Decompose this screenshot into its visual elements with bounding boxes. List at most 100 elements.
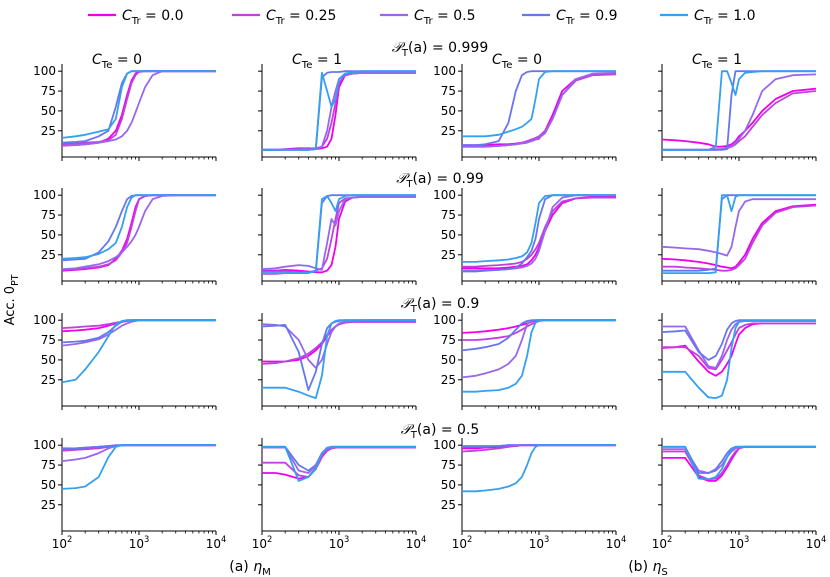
subplot: 102 103 104 (652, 438, 827, 551)
series-line (462, 444, 616, 493)
y-axis-label: Acc. 0PT (3, 274, 21, 325)
subplot (658, 64, 817, 161)
series-line (61, 70, 216, 144)
y-tick-label: 50 (441, 353, 456, 367)
subplot: 25 50 75 100 102 103 104 (433, 438, 626, 551)
series-line (661, 198, 816, 257)
y-tick-label: 50 (41, 478, 56, 492)
series-line (261, 195, 416, 271)
series-line (462, 319, 616, 393)
y-tick-label: 100 (33, 64, 56, 78)
y-tick-label: 75 (41, 333, 56, 347)
series-line (61, 319, 216, 344)
y-tick-label: 50 (441, 478, 456, 492)
series-line (262, 195, 416, 274)
y-tick-label: 50 (441, 228, 456, 242)
y-tick-label: 100 (33, 188, 56, 202)
y-tick-label: 25 (441, 248, 456, 262)
subplot: 25 50 75 100 102 103 104 (33, 438, 226, 551)
series-line (61, 194, 216, 260)
series-line (262, 319, 416, 399)
y-tick-label: 25 (41, 124, 56, 138)
series-line (261, 319, 416, 391)
legend-entry: CTr = 0.0 (122, 8, 184, 27)
series-line (261, 320, 416, 365)
legend-entry: CTr = 0.5 (414, 8, 476, 27)
series-line (462, 71, 617, 148)
y-tick-label: 25 (41, 498, 56, 512)
legend-entry: CTr = 0.25 (266, 8, 336, 27)
subplot: 25 50 75 100 (33, 188, 217, 285)
x-tick-label: 103 (329, 534, 350, 551)
series-line (662, 322, 816, 371)
y-tick-label: 25 (41, 248, 56, 262)
x-tick-label: 103 (129, 534, 150, 551)
row-title: 𝒫T(a) = 0.5 (401, 422, 480, 441)
y-tick-label: 50 (441, 104, 456, 118)
series-line (262, 445, 416, 482)
y-tick-label: 75 (441, 84, 456, 98)
series-line (262, 194, 416, 274)
y-tick-label: 25 (441, 373, 456, 387)
x-tick-label: 104 (406, 534, 427, 551)
series-line (262, 70, 416, 151)
series-line (662, 445, 816, 481)
y-tick-label: 50 (41, 353, 56, 367)
subplot: 25 50 75 100 (433, 313, 617, 410)
x-tick-label: 104 (806, 534, 827, 551)
y-tick-label: 50 (41, 104, 56, 118)
y-tick-label: 75 (41, 208, 56, 222)
subplot: 25 50 75 100 (433, 64, 617, 161)
column-title: CTe = 0 (92, 52, 142, 71)
y-tick-label: 100 (433, 64, 456, 78)
series-line (461, 319, 616, 352)
series-line (262, 320, 416, 363)
y-tick-label: 75 (441, 208, 456, 222)
series-line (661, 203, 817, 270)
series-line (462, 70, 616, 138)
x-tick-label: 103 (729, 534, 750, 551)
subplot: 25 50 75 100 (33, 64, 217, 161)
series-line (262, 445, 416, 474)
series-line (461, 319, 616, 334)
y-tick-label: 25 (441, 124, 456, 138)
y-tick-label: 75 (41, 458, 56, 472)
column-title: CTe = 0 (492, 52, 542, 71)
y-tick-label: 50 (41, 228, 56, 242)
subplot: 102 103 104 (252, 438, 427, 551)
column-title: CTe = 1 (692, 52, 742, 71)
y-tick-label: 75 (441, 333, 456, 347)
series-line (461, 319, 616, 379)
x-tick-label: 104 (206, 534, 227, 551)
row-title: 𝒫T(a) = 0.99 (396, 171, 484, 190)
series-line (462, 195, 616, 270)
subplot (658, 313, 817, 410)
series-line (262, 445, 416, 472)
series-line (462, 196, 616, 268)
series-line (462, 319, 616, 341)
y-tick-label: 100 (33, 438, 56, 452)
group-label: (b) ηS (628, 559, 668, 577)
series-line (662, 194, 816, 274)
x-tick-label: 102 (652, 534, 673, 551)
subplot (658, 188, 817, 285)
x-tick-label: 104 (606, 534, 627, 551)
series-line (662, 70, 816, 151)
x-tick-label: 103 (529, 534, 550, 551)
series-line (662, 445, 816, 481)
series-line (462, 194, 616, 263)
row-title: 𝒫T(a) = 0.9 (401, 296, 480, 315)
subplot (258, 313, 417, 410)
series-line (262, 71, 416, 151)
y-tick-label: 100 (433, 438, 456, 452)
group-label: (a) ηM (229, 559, 271, 577)
series-line (61, 444, 216, 490)
series-line (61, 70, 216, 139)
y-tick-label: 100 (33, 313, 56, 327)
series-line (61, 319, 216, 347)
x-tick-label: 102 (452, 534, 473, 551)
series-line (61, 319, 216, 384)
y-tick-label: 25 (441, 498, 456, 512)
x-tick-label: 102 (52, 534, 73, 551)
